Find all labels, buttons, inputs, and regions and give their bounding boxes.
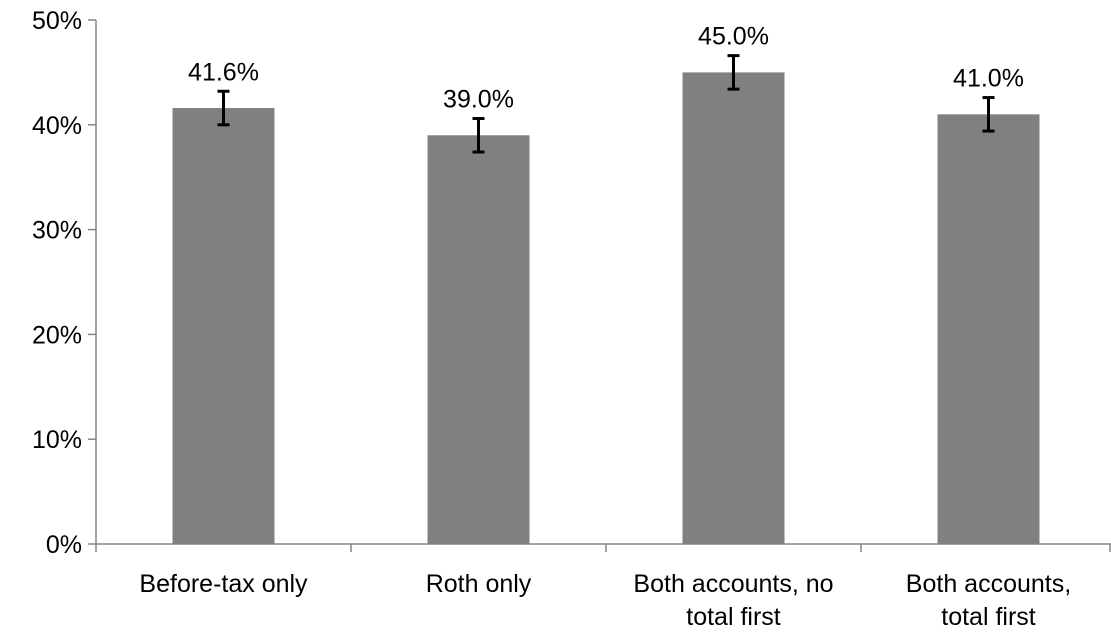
data-label: 39.0% xyxy=(443,86,514,114)
x-category-label-line: Both accounts, no xyxy=(633,570,833,598)
y-tick-label: 10% xyxy=(32,426,82,454)
category-labels: Before-tax only Roth only Both accounts, n… xyxy=(139,570,1071,631)
x-category-label-line: Roth only xyxy=(426,570,532,598)
x-category-label-line: total first xyxy=(941,603,1036,631)
error-bar xyxy=(982,96,995,133)
x-category-label: Roth only xyxy=(426,570,532,598)
data-label: 41.0% xyxy=(953,65,1024,93)
x-category-label-line: Before-tax only xyxy=(139,570,308,598)
x-category-label-line: Both accounts, xyxy=(906,570,1071,598)
y-tick-label: 0% xyxy=(46,531,82,559)
bars xyxy=(172,72,1040,545)
bar xyxy=(172,108,275,545)
x-category-label: Both accounts, no total first xyxy=(633,570,833,631)
error-bars xyxy=(217,54,995,154)
y-axis: 0% 10% 20% 30% 40% 50% xyxy=(32,7,97,559)
data-labels: 41.6% 39.0% 45.0% 41.0% xyxy=(188,23,1024,114)
bar xyxy=(682,72,785,545)
error-bar xyxy=(472,117,485,154)
bar xyxy=(427,135,530,544)
data-label: 41.6% xyxy=(188,58,259,86)
y-tick-label: 30% xyxy=(32,217,82,245)
y-tick-label: 40% xyxy=(32,112,82,140)
error-bar xyxy=(217,89,230,127)
x-axis xyxy=(95,543,1111,552)
y-tick-label: 20% xyxy=(32,321,82,349)
x-category-label-line: total first xyxy=(686,603,781,631)
x-category-label: Both accounts, total first xyxy=(906,570,1071,631)
bar xyxy=(937,114,1040,544)
data-label: 45.0% xyxy=(698,23,769,51)
error-bar xyxy=(727,54,740,91)
x-category-label: Before-tax only xyxy=(139,570,308,598)
y-tick-label: 50% xyxy=(32,7,82,35)
